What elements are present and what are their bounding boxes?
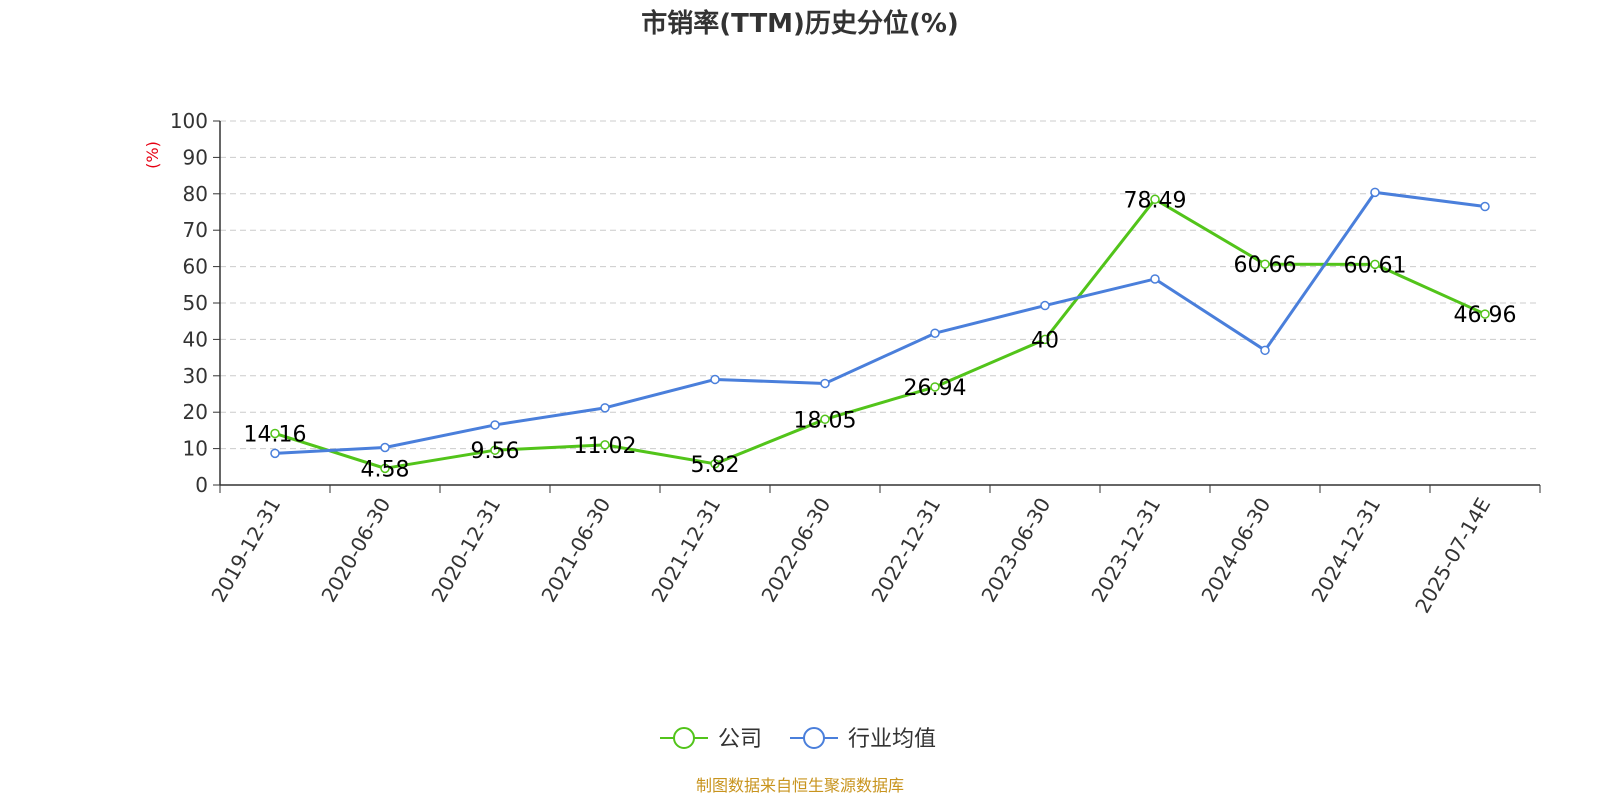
- data-point: [820, 378, 830, 389]
- x-tick-label: 2023-06-30: [976, 494, 1055, 607]
- data-label: 11.02: [574, 434, 637, 459]
- series-line-industry: [274, 190, 1486, 455]
- chart-title: 市销率(TTM)历史分位(%): [641, 8, 959, 39]
- data-point: [710, 459, 720, 469]
- x-tick-label: 2024-06-30: [1196, 494, 1275, 607]
- data-label: 26.94: [904, 376, 967, 401]
- y-tick-label: 30: [183, 364, 208, 388]
- y-axis-label: (%): [143, 141, 162, 169]
- data-label: 4.58: [361, 457, 410, 482]
- data-point: [490, 445, 500, 455]
- x-tick-label: 2025-07-14E: [1410, 494, 1495, 618]
- x-tick-label: 2021-12-31: [646, 494, 725, 607]
- data-point: [1480, 201, 1490, 212]
- x-tick-label: 2023-12-31: [1086, 494, 1165, 607]
- y-tick-label: 40: [183, 327, 208, 351]
- data-point: [1370, 187, 1380, 198]
- data-point: [490, 420, 500, 430]
- axes: 0 10 20 30 40 50 60 70 80 90 100 2019-12-31 2020-06-…: [170, 109, 1541, 618]
- data-point: [1150, 194, 1160, 205]
- data-point: [380, 442, 390, 453]
- data-point: [710, 374, 720, 385]
- series-line-company: [274, 197, 1486, 470]
- y-tick-label: 50: [183, 291, 208, 315]
- y-tick-label: 20: [183, 400, 208, 424]
- x-tick-label: 2022-06-30: [756, 494, 835, 607]
- legend-item-industry[interactable]: 行业均值: [790, 727, 936, 752]
- data-label: 9.56: [471, 439, 520, 464]
- source-note: 制图数据来自恒生聚源数据库: [696, 776, 904, 795]
- data-label: 18.05: [794, 408, 857, 433]
- data-point: [820, 414, 830, 425]
- x-tick-label: 2024-12-31: [1306, 494, 1385, 607]
- data-label: 46.96: [1454, 303, 1517, 328]
- y-tick-label: 80: [183, 182, 208, 206]
- x-tick-label: 2022-12-31: [866, 494, 945, 607]
- y-tick-label: 10: [183, 437, 208, 461]
- legend-label-industry: 行业均值: [848, 727, 936, 752]
- legend-marker-industry: [803, 727, 825, 749]
- data-point: [600, 440, 610, 450]
- legend-item-company[interactable]: 公司: [660, 727, 762, 752]
- data-point: [1480, 309, 1490, 319]
- x-tick-label: 2020-06-30: [316, 494, 395, 607]
- legend-marker-company: [673, 727, 695, 749]
- x-tick-label: 2019-12-31: [206, 494, 285, 607]
- data-point: [1040, 334, 1050, 345]
- legend-label-company: 公司: [718, 727, 762, 752]
- y-tick-label: 70: [183, 218, 208, 242]
- data-label: 78.49: [1124, 188, 1187, 213]
- data-label: 14.16: [244, 422, 307, 447]
- data-label: 60.66: [1234, 253, 1297, 278]
- data-label: 60.61: [1344, 253, 1407, 278]
- x-tick-label: 2020-12-31: [426, 494, 505, 607]
- data-label: 5.82: [691, 453, 740, 478]
- x-tick-label: 2021-06-30: [536, 494, 615, 607]
- data-point: [600, 403, 610, 413]
- data-point: [1040, 300, 1050, 311]
- y-tick-label: 100: [170, 109, 208, 133]
- legend[interactable]: 公司 行业均值: [660, 727, 936, 752]
- y-tick-label: 90: [183, 145, 208, 169]
- data-point: [1150, 274, 1160, 284]
- y-tick-label: 60: [183, 255, 208, 279]
- data-point: [1370, 259, 1380, 270]
- data-point: [930, 328, 940, 338]
- data-point: [270, 428, 280, 439]
- data-point: [380, 463, 390, 474]
- grid: [220, 120, 1540, 450]
- data-point: [1260, 345, 1270, 356]
- data-point: [270, 448, 280, 459]
- data-point: [1260, 259, 1270, 269]
- data-labels: 14.16 4.58 9.56 11.02 5.82 18.05 26.94 40 78.49 6…: [244, 188, 1517, 482]
- y-tick-label: 0: [195, 473, 208, 497]
- data-label: 40: [1031, 328, 1059, 353]
- series-layer: [270, 187, 1490, 474]
- data-point: [930, 382, 940, 392]
